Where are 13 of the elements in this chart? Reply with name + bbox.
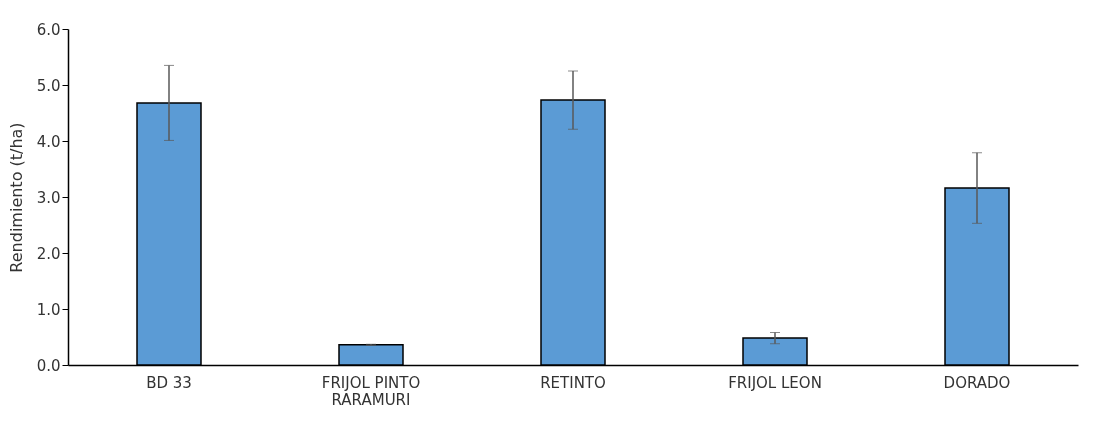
y-tick-label: 5.0	[36, 76, 61, 95]
y-tick-label: 4.0	[36, 132, 61, 151]
y-tick-label: 6.0	[36, 20, 61, 39]
x-tick-label: DORADO	[943, 373, 1011, 392]
y-tick-label: 1.0	[36, 300, 61, 319]
x-tick-label: RETINTO	[540, 373, 606, 392]
y-tick-label: 3.0	[36, 188, 61, 207]
y-tick-label: 2.0	[36, 244, 61, 263]
x-tick-label: FRIJOL LEON	[728, 373, 822, 392]
x-tick-label: FRIJOL PINTO RARAMURI	[321, 373, 421, 409]
x-tick-label: BD 33	[146, 373, 192, 392]
y-tick-label: 0.0	[36, 356, 61, 375]
y-axis-title: Rendimiento (t/ha)	[6, 122, 26, 273]
